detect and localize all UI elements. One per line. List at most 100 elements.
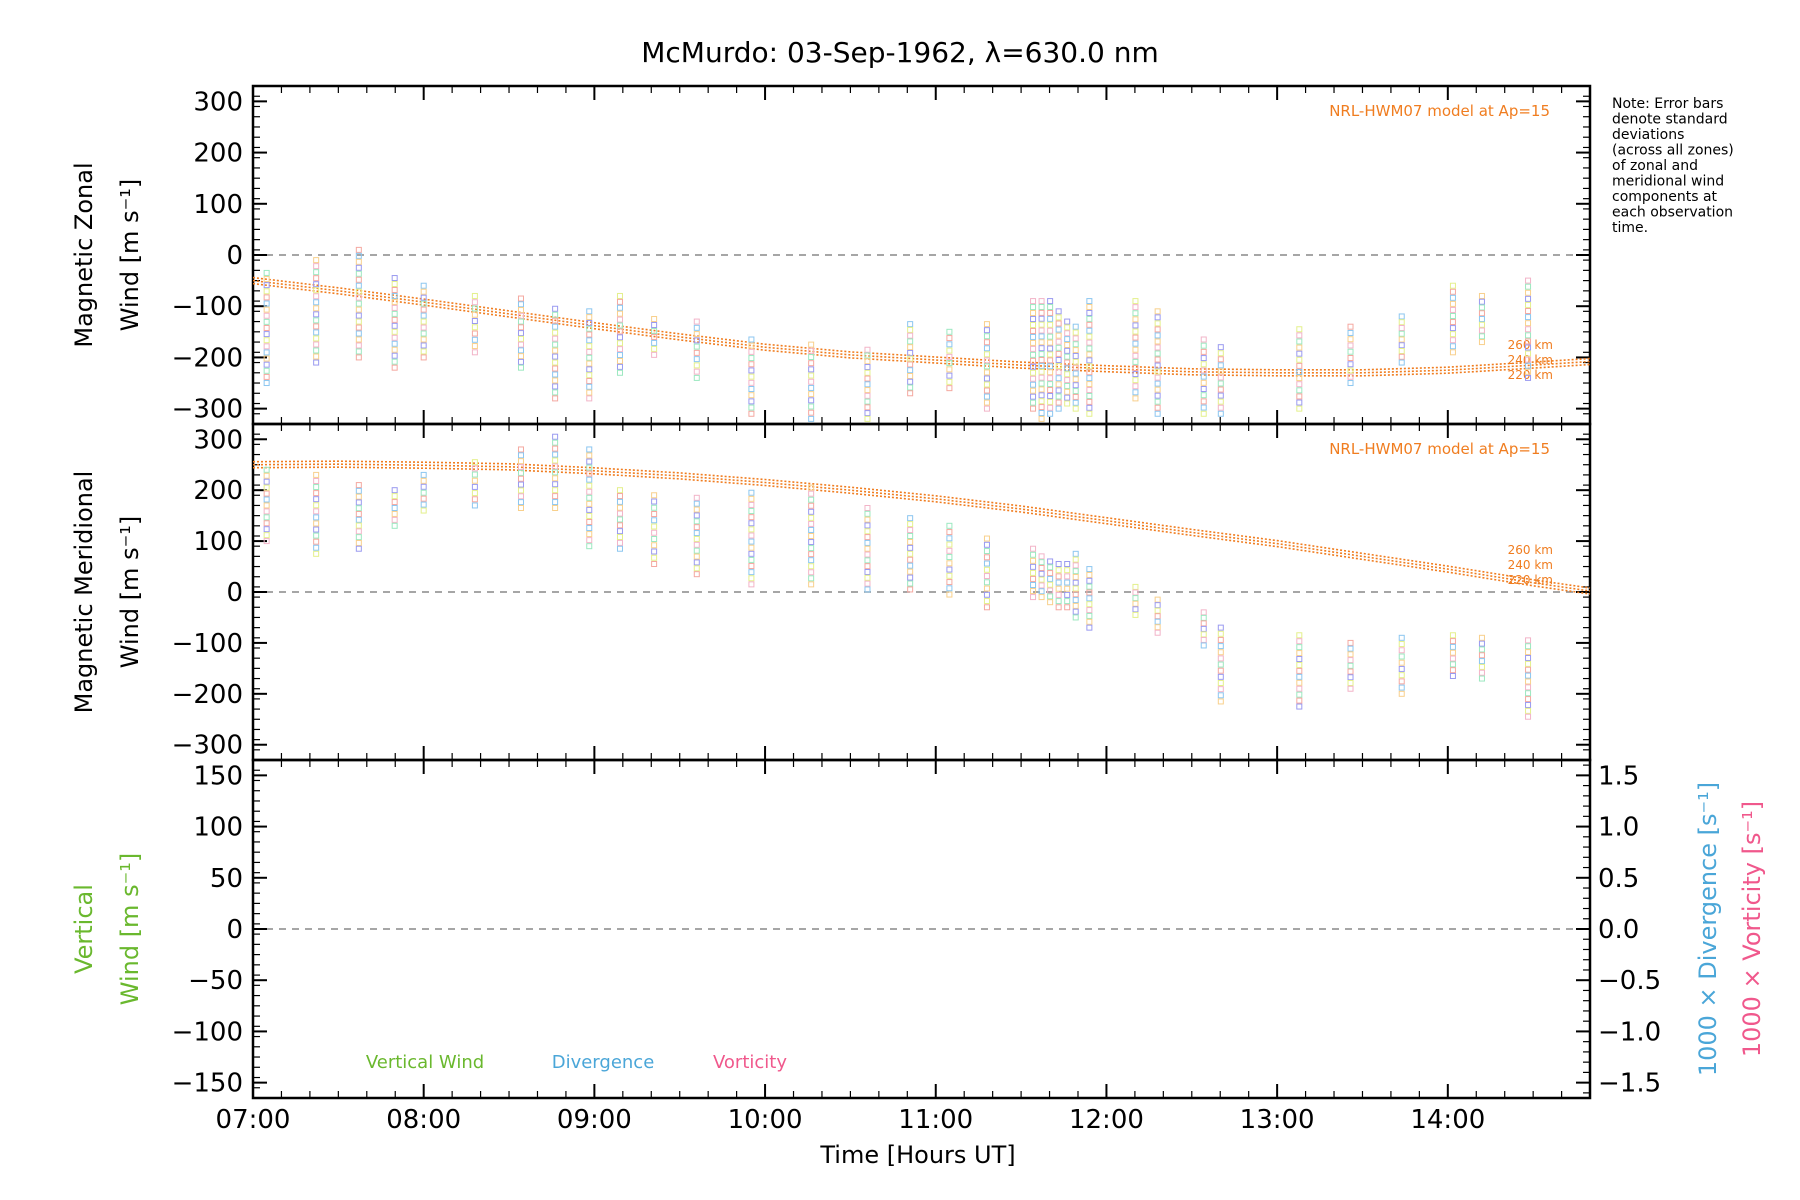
data-point <box>355 330 362 337</box>
right-y-tick-label: 0.5 <box>1598 864 1639 894</box>
altitude-label: 260 km <box>1508 543 1553 557</box>
observation-column <box>1398 634 1405 697</box>
data-point <box>1478 658 1485 665</box>
data-point <box>1398 672 1405 679</box>
data-point <box>808 545 815 552</box>
data-point <box>907 586 914 593</box>
observation-column <box>517 446 524 511</box>
data-point <box>1449 643 1456 650</box>
data-point <box>355 246 362 253</box>
data-point <box>1132 371 1139 378</box>
data-point <box>1086 577 1093 584</box>
data-point <box>263 361 270 368</box>
data-point <box>808 378 815 385</box>
data-point <box>1296 632 1303 639</box>
data-point <box>651 339 658 346</box>
data-point <box>420 282 427 289</box>
data-point <box>864 569 871 575</box>
model-curve <box>252 276 1591 371</box>
data-point <box>1064 591 1071 598</box>
data-point <box>1398 659 1405 666</box>
right-y-tick-label: 1.5 <box>1598 761 1639 791</box>
data-point <box>616 298 623 305</box>
data-point <box>471 477 478 484</box>
data-point <box>1398 353 1405 360</box>
data-point <box>1398 641 1405 648</box>
data-point <box>355 318 362 325</box>
data-point <box>864 539 871 546</box>
data-point <box>1064 598 1071 605</box>
data-point <box>1132 377 1139 384</box>
data-point <box>616 322 623 329</box>
data-point <box>263 318 270 325</box>
data-point <box>552 457 559 464</box>
data-point <box>313 490 320 497</box>
data-point <box>1072 347 1079 354</box>
data-point <box>1449 306 1456 313</box>
x-tick-label: 08:00 <box>386 1105 461 1135</box>
data-point <box>1478 663 1485 670</box>
data-point <box>616 539 623 546</box>
data-point <box>1047 298 1054 305</box>
data-point <box>1217 392 1224 399</box>
data-point <box>1038 559 1045 566</box>
data-point <box>651 492 658 499</box>
data-point <box>1064 382 1071 389</box>
data-point <box>1398 653 1405 660</box>
data-point <box>907 521 914 528</box>
data-point <box>1398 678 1405 685</box>
data-point <box>748 489 755 496</box>
data-point <box>907 568 914 575</box>
data-point <box>263 355 270 362</box>
observation-column <box>517 295 524 371</box>
data-point <box>517 295 524 302</box>
data-point <box>471 336 478 343</box>
observation-column <box>1055 561 1062 611</box>
data-point <box>808 415 815 422</box>
data-point <box>1047 599 1054 606</box>
data-point <box>1047 369 1054 376</box>
data-point <box>1478 304 1485 311</box>
data-point <box>1086 404 1093 411</box>
data-point <box>616 493 623 500</box>
data-point <box>1038 298 1045 305</box>
y-tick-label: 100 <box>193 813 243 843</box>
observation-column <box>946 328 953 392</box>
data-point <box>1478 333 1485 340</box>
data-point <box>748 575 755 582</box>
data-point <box>1217 356 1224 363</box>
data-point <box>586 506 593 513</box>
data-point <box>1217 630 1224 637</box>
data-point <box>471 330 478 337</box>
data-point <box>1200 355 1207 362</box>
data-point <box>1038 386 1045 393</box>
data-point <box>586 372 593 379</box>
data-point <box>1347 329 1354 336</box>
data-point <box>313 514 320 521</box>
data-point <box>1030 321 1037 328</box>
observation-column <box>1072 550 1079 621</box>
data-point <box>1217 386 1224 393</box>
data-point <box>263 282 270 289</box>
note-line: (across all zones) <box>1612 143 1734 159</box>
data-point <box>1154 368 1161 375</box>
data-point <box>552 445 559 452</box>
data-point <box>586 452 593 459</box>
data-point <box>1398 319 1405 326</box>
data-point <box>1200 410 1207 417</box>
data-point <box>586 348 593 355</box>
data-point <box>391 346 398 353</box>
data-point <box>552 353 559 360</box>
data-point <box>907 378 914 385</box>
data-point <box>263 331 270 338</box>
data-point <box>1525 362 1532 369</box>
model-curve <box>252 282 1591 377</box>
data-point <box>586 531 593 538</box>
data-point <box>983 375 990 382</box>
data-point <box>616 516 623 523</box>
data-point <box>907 321 914 328</box>
data-point <box>552 499 559 506</box>
data-point <box>263 484 270 491</box>
data-point <box>983 573 990 580</box>
data-point <box>808 347 815 354</box>
